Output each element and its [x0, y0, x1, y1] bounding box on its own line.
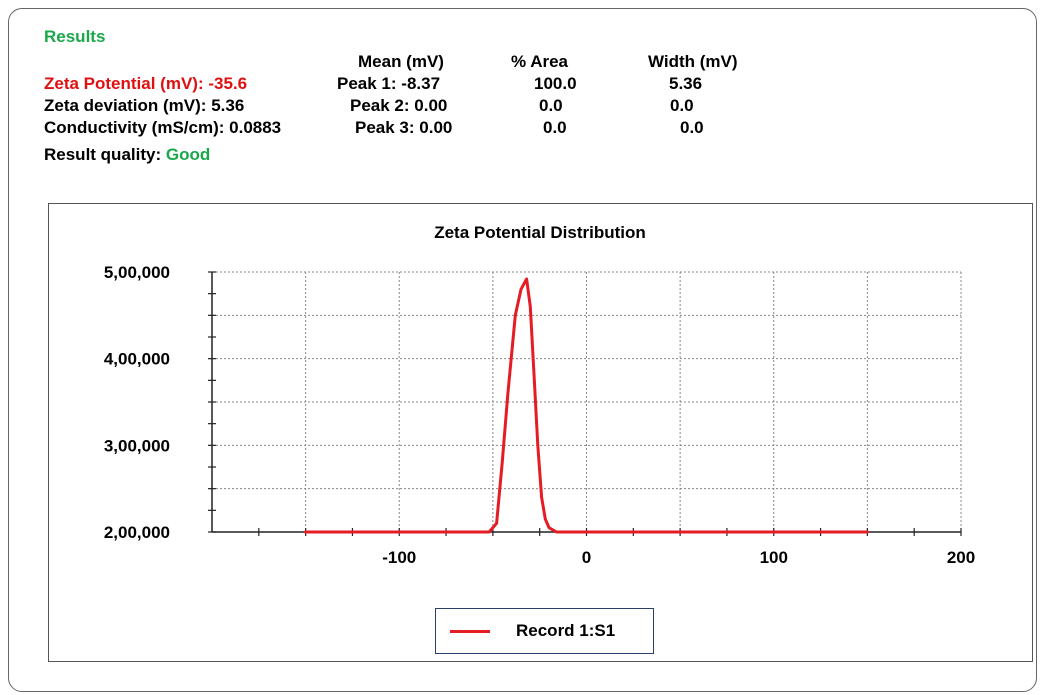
result-quality-value: Good: [165, 145, 211, 164]
tick-labels: 2,00,000 3,00,000 4,00,000 5,00,000 -100 0 100…: [104, 263, 975, 567]
x-tick-label: 100: [760, 548, 788, 567]
x-tick-label: 0: [582, 548, 591, 567]
zeta-potential-value: -35.6: [208, 74, 248, 93]
peak-2-width: 0.0: [670, 96, 694, 115]
area-header: % Area: [511, 52, 569, 71]
y-tick-label: 4,00,000: [104, 350, 170, 369]
chart-title: Zeta Potential Distribution: [434, 223, 646, 242]
peak-3: Peak 3: 0.00: [355, 118, 452, 138]
conductivity-row: Conductivity (mS/cm): 0.0883: [44, 118, 281, 138]
peak-1-label: Peak 1:: [337, 74, 397, 93]
zeta-deviation-value: 5.36: [211, 96, 245, 115]
peak-1-mean: -8.37: [401, 74, 441, 93]
peak-1-width: 5.36: [669, 74, 703, 93]
x-tick-label: -100: [382, 548, 416, 567]
chart-legend: Record 1:S1: [435, 608, 654, 654]
width-header: Width (mV): [648, 52, 738, 71]
peak-3-area: 0.0: [543, 118, 567, 137]
y-tick-label: 2,00,000: [104, 523, 170, 542]
y-tick-label: 5,00,000: [104, 263, 170, 282]
y-tick-label: 3,00,000: [104, 436, 170, 455]
results-panel: [8, 8, 1037, 692]
zeta-potential-row: Zeta Potential (mV): -35.6: [44, 74, 247, 94]
mean-header: Mean (mV): [358, 52, 444, 71]
peak-2-area: 0.0: [539, 96, 563, 115]
series-lines: [304, 277, 869, 534]
peak-2-mean: 0.00: [414, 96, 448, 115]
peak-2: Peak 2: 0.00: [350, 96, 447, 116]
grid-lines: [212, 271, 962, 532]
peak-3-width: 0.0: [680, 118, 704, 137]
zeta-deviation-label: Zeta deviation (mV):: [44, 96, 207, 115]
result-quality-label: Result quality:: [44, 145, 162, 164]
peak-3-mean: 0.00: [419, 118, 453, 137]
peak-3-label: Peak 3:: [355, 118, 415, 137]
x-tick-label: 200: [947, 548, 975, 567]
zeta-deviation-row: Zeta deviation (mV): 5.36: [44, 96, 244, 116]
peak-2-label: Peak 2:: [350, 96, 410, 115]
conductivity-label: Conductivity (mS/cm):: [44, 118, 225, 137]
zeta-potential-label: Zeta Potential (mV):: [44, 74, 204, 93]
series-line-1: [304, 277, 869, 534]
peak-1-area: 100.0: [534, 74, 577, 93]
results-title: Results: [44, 27, 106, 46]
conductivity-value: 0.0883: [229, 118, 282, 137]
legend-swatch-record-1: [450, 630, 490, 633]
legend-label-record-1: Record 1:S1: [516, 621, 616, 640]
result-quality-row: Result quality: Good: [44, 145, 210, 165]
axes: [208, 271, 962, 536]
peak-1: Peak 1: -8.37: [337, 74, 440, 94]
